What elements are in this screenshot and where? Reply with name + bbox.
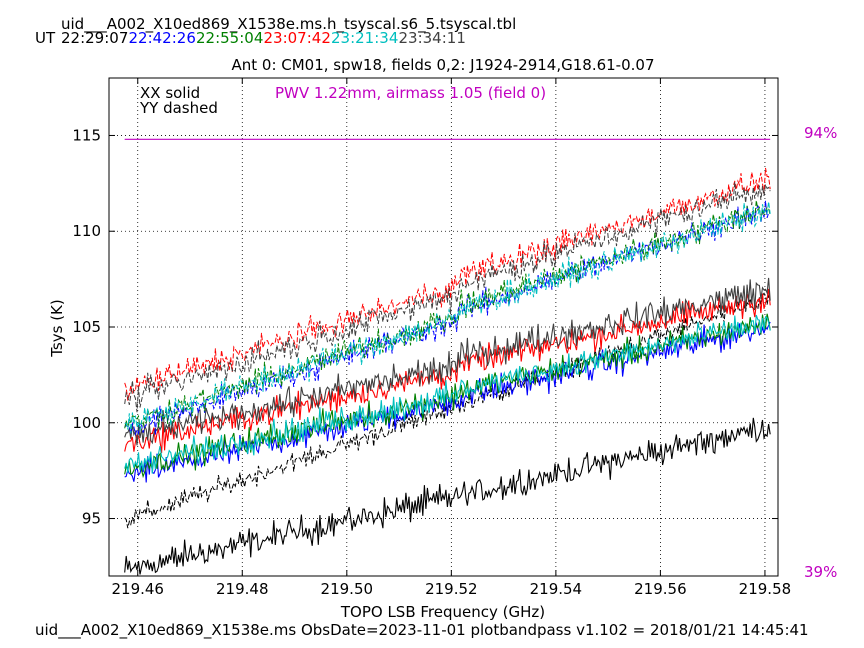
x-tick-label: 219.50: [321, 580, 374, 598]
ut-times: 22:29:07 22:42:26 22:55:04 23:07:42 23:21:34…: [61, 29, 466, 47]
series-8-yy: [124, 200, 771, 429]
y-tick-label: 95: [82, 510, 101, 528]
y-tick-label: 110: [72, 222, 101, 240]
ut-time-2: 22:55:04: [196, 29, 263, 47]
ut-time-5: 23:34:11: [399, 29, 466, 47]
series-5-xx: [124, 314, 771, 474]
series-0-xx: [124, 417, 771, 575]
legend-yy: YY dashed: [139, 99, 218, 117]
y-tick-label: 115: [72, 126, 101, 144]
footer-text: uid___A002_X10ed869_X1538e.ms ObsDate=20…: [35, 621, 809, 640]
chart-title: Ant 0: CM01, spw18, fields 0,2: J1924-29…: [231, 56, 654, 74]
x-tick-label: 219.56: [634, 580, 687, 598]
ut-time-3: 23:07:42: [264, 29, 331, 47]
legend-xx: XX solid: [140, 84, 200, 102]
x-tick-label: 219.46: [111, 580, 164, 598]
series-2-xx: [124, 321, 771, 483]
ut-time-4: 23:21:34: [331, 29, 398, 47]
x-axis-label: TOPO LSB Frequency (GHz): [340, 603, 545, 621]
pwv-annotation: PWV 1.22mm, airmass 1.05 (field 0): [275, 84, 546, 102]
y-tick-label: 100: [72, 414, 101, 432]
filename-title: uid___A002_X10ed869_X1538e.ms.h_tsyscal.…: [61, 15, 516, 34]
ut-time-0: 22:29:07: [61, 29, 128, 47]
right-top-label: 94%: [804, 124, 837, 142]
ut-label: UT: [35, 29, 56, 47]
axis-ticks: 219.46 219.48 219.50 219.52 219.54 219.56 219.…: [72, 78, 791, 598]
series-9-yy: [124, 201, 771, 434]
series-group: [124, 167, 771, 575]
series-11-yy: [124, 182, 771, 413]
series-6-xx: [124, 277, 771, 446]
x-tick-label: 219.54: [530, 580, 583, 598]
y-tick-label: 105: [72, 318, 101, 336]
x-tick-label: 219.58: [739, 580, 792, 598]
x-tick-label: 219.52: [425, 580, 478, 598]
x-tick-label: 219.48: [216, 580, 269, 598]
ut-time-1: 22:42:26: [129, 29, 196, 47]
y-axis-label: Tsys (K): [48, 299, 66, 358]
series-10-yy: [124, 167, 771, 401]
right-bottom-label: 39%: [804, 563, 837, 581]
